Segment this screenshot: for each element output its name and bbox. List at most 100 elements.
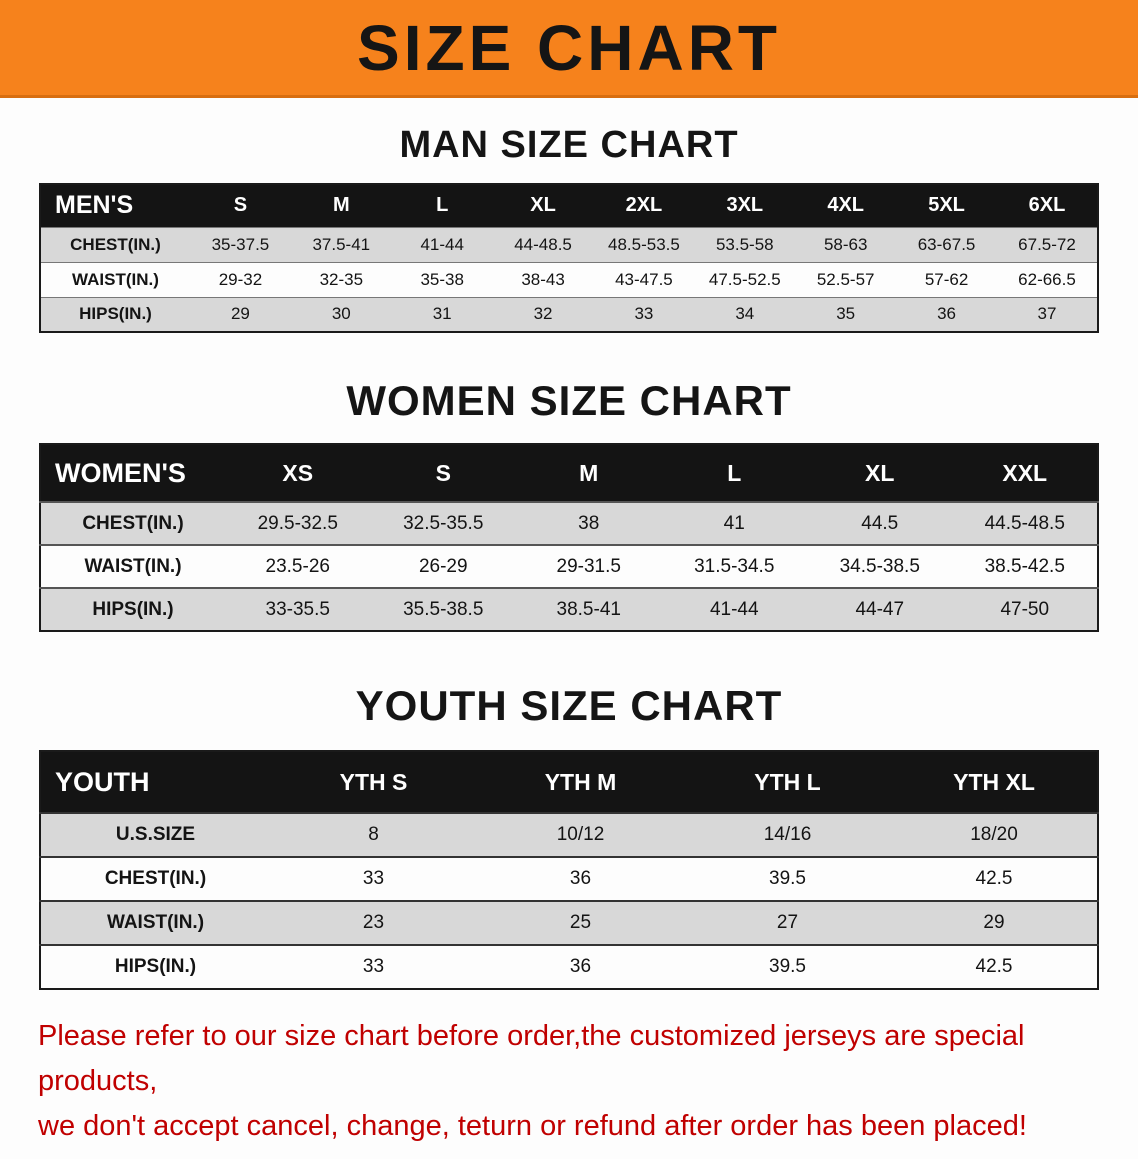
row-label: WAIST(IN.) — [72, 269, 159, 289]
size-cell: 44.5 — [861, 512, 899, 534]
disclaimer-line-1: Please refer to our size chart before or… — [38, 1020, 1025, 1097]
size-cell: 42.5 — [975, 868, 1013, 889]
table-row: U.S.SIZE 8 10/12 14/16 18/20 — [40, 813, 1098, 857]
row-label: HIPS(IN.) — [92, 598, 174, 620]
row-label: WAIST(IN.) — [106, 912, 205, 933]
women-size-table: WOMEN'S XS S M L XL XXL CHEST(IN.) 29.5-32.5 32.5… — [39, 443, 1099, 632]
size-cell: 14/16 — [763, 824, 812, 845]
column-header: YTH XL — [891, 751, 1098, 813]
column-header: YTH M — [477, 751, 684, 813]
size-cell: 36 — [569, 868, 592, 889]
size-cell: 39.5 — [769, 956, 806, 977]
youth-size-section: YOUTH SIZE CHART YOUTH YTH S YTH M YTH L YTH… — [0, 682, 1138, 990]
size-chart-banner: SIZE CHART — [0, 0, 1138, 98]
youth-section-heading: YOUTH SIZE CHART — [355, 682, 783, 729]
column-header: M — [516, 444, 662, 502]
size-cell: 38.5-41 — [556, 598, 621, 620]
size-cell: 43-47.5 — [615, 269, 673, 289]
size-cell: 33 — [362, 868, 385, 889]
column-header: YTH S — [270, 751, 477, 813]
size-cell: 67.5-72 — [1018, 234, 1076, 254]
column-header: XS — [225, 444, 371, 502]
size-cell: 32-35 — [319, 269, 364, 289]
size-cell: 63-67.5 — [917, 234, 976, 254]
size-cell: 29.5-32.5 — [257, 512, 338, 534]
disclaimer-line-2: we don't accept cancel, change, teturn o… — [38, 1109, 1027, 1142]
size-cell: 30 — [331, 304, 351, 324]
size-cell: 33 — [634, 304, 654, 324]
size-cell: 47.5-52.5 — [708, 269, 781, 289]
table-row: HIPS(IN.) 29 30 31 32 33 34 35 36 37 — [40, 297, 1098, 332]
table-group-label: WOMEN'S — [40, 444, 225, 502]
size-cell: 10/12 — [556, 824, 605, 845]
size-cell: 29 — [983, 912, 1005, 933]
size-cell: 58-63 — [823, 234, 868, 254]
column-header: XXL — [952, 444, 1098, 502]
column-header: S — [370, 444, 516, 502]
women-size-section: WOMEN SIZE CHART WOMEN'S XS S M L XL XXL CHEST(… — [0, 377, 1138, 632]
table-row: CHEST(IN.) 33 36 39.5 42.5 — [40, 857, 1098, 901]
size-cell: 62-66.5 — [1018, 269, 1076, 289]
size-cell: 38 — [578, 512, 600, 534]
size-cell: 31.5-34.5 — [694, 555, 775, 577]
youth-size-table: YOUTH YTH S YTH M YTH L YTH XL U.S.SIZE 8 10/12… — [39, 750, 1099, 990]
column-header: XL — [807, 444, 953, 502]
row-label: CHEST(IN.) — [82, 512, 184, 534]
column-header: L — [391, 184, 493, 227]
column-header: XL — [492, 184, 594, 227]
size-cell: 23 — [362, 912, 385, 933]
size-cell: 37.5-41 — [312, 234, 371, 254]
table-header-row: WOMEN'S XS S M L XL XXL — [40, 444, 1098, 502]
table-group-label: YOUTH — [40, 751, 270, 813]
size-cell: 37 — [1037, 304, 1057, 324]
row-label: HIPS(IN.) — [114, 956, 197, 977]
disclaimer-text: Please refer to our size chart before or… — [0, 1014, 1138, 1149]
size-cell: 35-37.5 — [211, 234, 270, 254]
page-title: SIZE CHART — [357, 11, 781, 84]
size-cell: 38-43 — [521, 269, 565, 289]
size-cell: 44-48.5 — [514, 234, 572, 254]
row-label: WAIST(IN.) — [84, 555, 182, 577]
men-section-heading: MAN SIZE CHART — [399, 124, 739, 166]
size-cell: 27 — [776, 912, 799, 933]
table-row: WAIST(IN.) 29-32 32-35 35-38 38-43 43-47.5 47.… — [40, 262, 1098, 297]
column-header: M — [290, 184, 392, 227]
size-cell: 44.5-48.5 — [984, 512, 1065, 534]
size-cell: 32 — [533, 304, 553, 324]
row-label: U.S.SIZE — [115, 824, 196, 845]
size-cell: 34.5-38.5 — [839, 555, 920, 577]
size-cell: 41-44 — [420, 234, 464, 254]
size-cell: 26-29 — [418, 555, 468, 577]
size-cell: 32.5-35.5 — [403, 512, 484, 534]
column-header: 3XL — [694, 184, 796, 227]
table-row: WAIST(IN.) 23.5-26 26-29 29-31.5 31.5-34.5 34… — [40, 545, 1098, 588]
table-row: CHEST(IN.) 35-37.5 37.5-41 41-44 44-48.5 48.5… — [40, 227, 1098, 262]
size-cell: 35-38 — [420, 269, 464, 289]
size-cell: 29-31.5 — [556, 555, 621, 577]
size-cell: 41 — [723, 512, 745, 534]
row-label: CHEST(IN.) — [70, 234, 161, 254]
size-cell: 33-35.5 — [265, 598, 330, 620]
table-row: HIPS(IN.) 33 36 39.5 42.5 — [40, 945, 1098, 989]
column-header: S — [190, 184, 291, 227]
table-row: CHEST(IN.) 29.5-32.5 32.5-35.5 38 41 44.5 44.5… — [40, 502, 1098, 545]
size-cell: 18/20 — [970, 824, 1018, 845]
size-cell: 41-44 — [709, 598, 759, 620]
size-cell: 34 — [735, 304, 755, 324]
size-cell: 36 — [569, 956, 592, 977]
size-cell: 25 — [569, 912, 592, 933]
size-cell: 33 — [362, 956, 385, 977]
column-header: YTH L — [684, 751, 891, 813]
size-cell: 52.5-57 — [816, 269, 875, 289]
size-cell: 39.5 — [769, 868, 806, 889]
size-cell: 31 — [432, 304, 452, 324]
size-cell: 48.5-53.5 — [608, 234, 680, 254]
size-cell: 8 — [368, 824, 379, 845]
table-header-row: MEN'S S M L XL 2XL 3XL 4XL 5XL 6XL — [40, 184, 1098, 227]
row-label: CHEST(IN.) — [104, 868, 207, 889]
column-header: 6XL — [997, 184, 1098, 227]
size-cell: 29-32 — [218, 269, 263, 289]
size-cell: 38.5-42.5 — [984, 555, 1065, 577]
column-header: 2XL — [593, 184, 695, 227]
men-size-table: MEN'S S M L XL 2XL 3XL 4XL 5XL 6XL CHEST(IN.) 35-37… — [39, 183, 1099, 333]
